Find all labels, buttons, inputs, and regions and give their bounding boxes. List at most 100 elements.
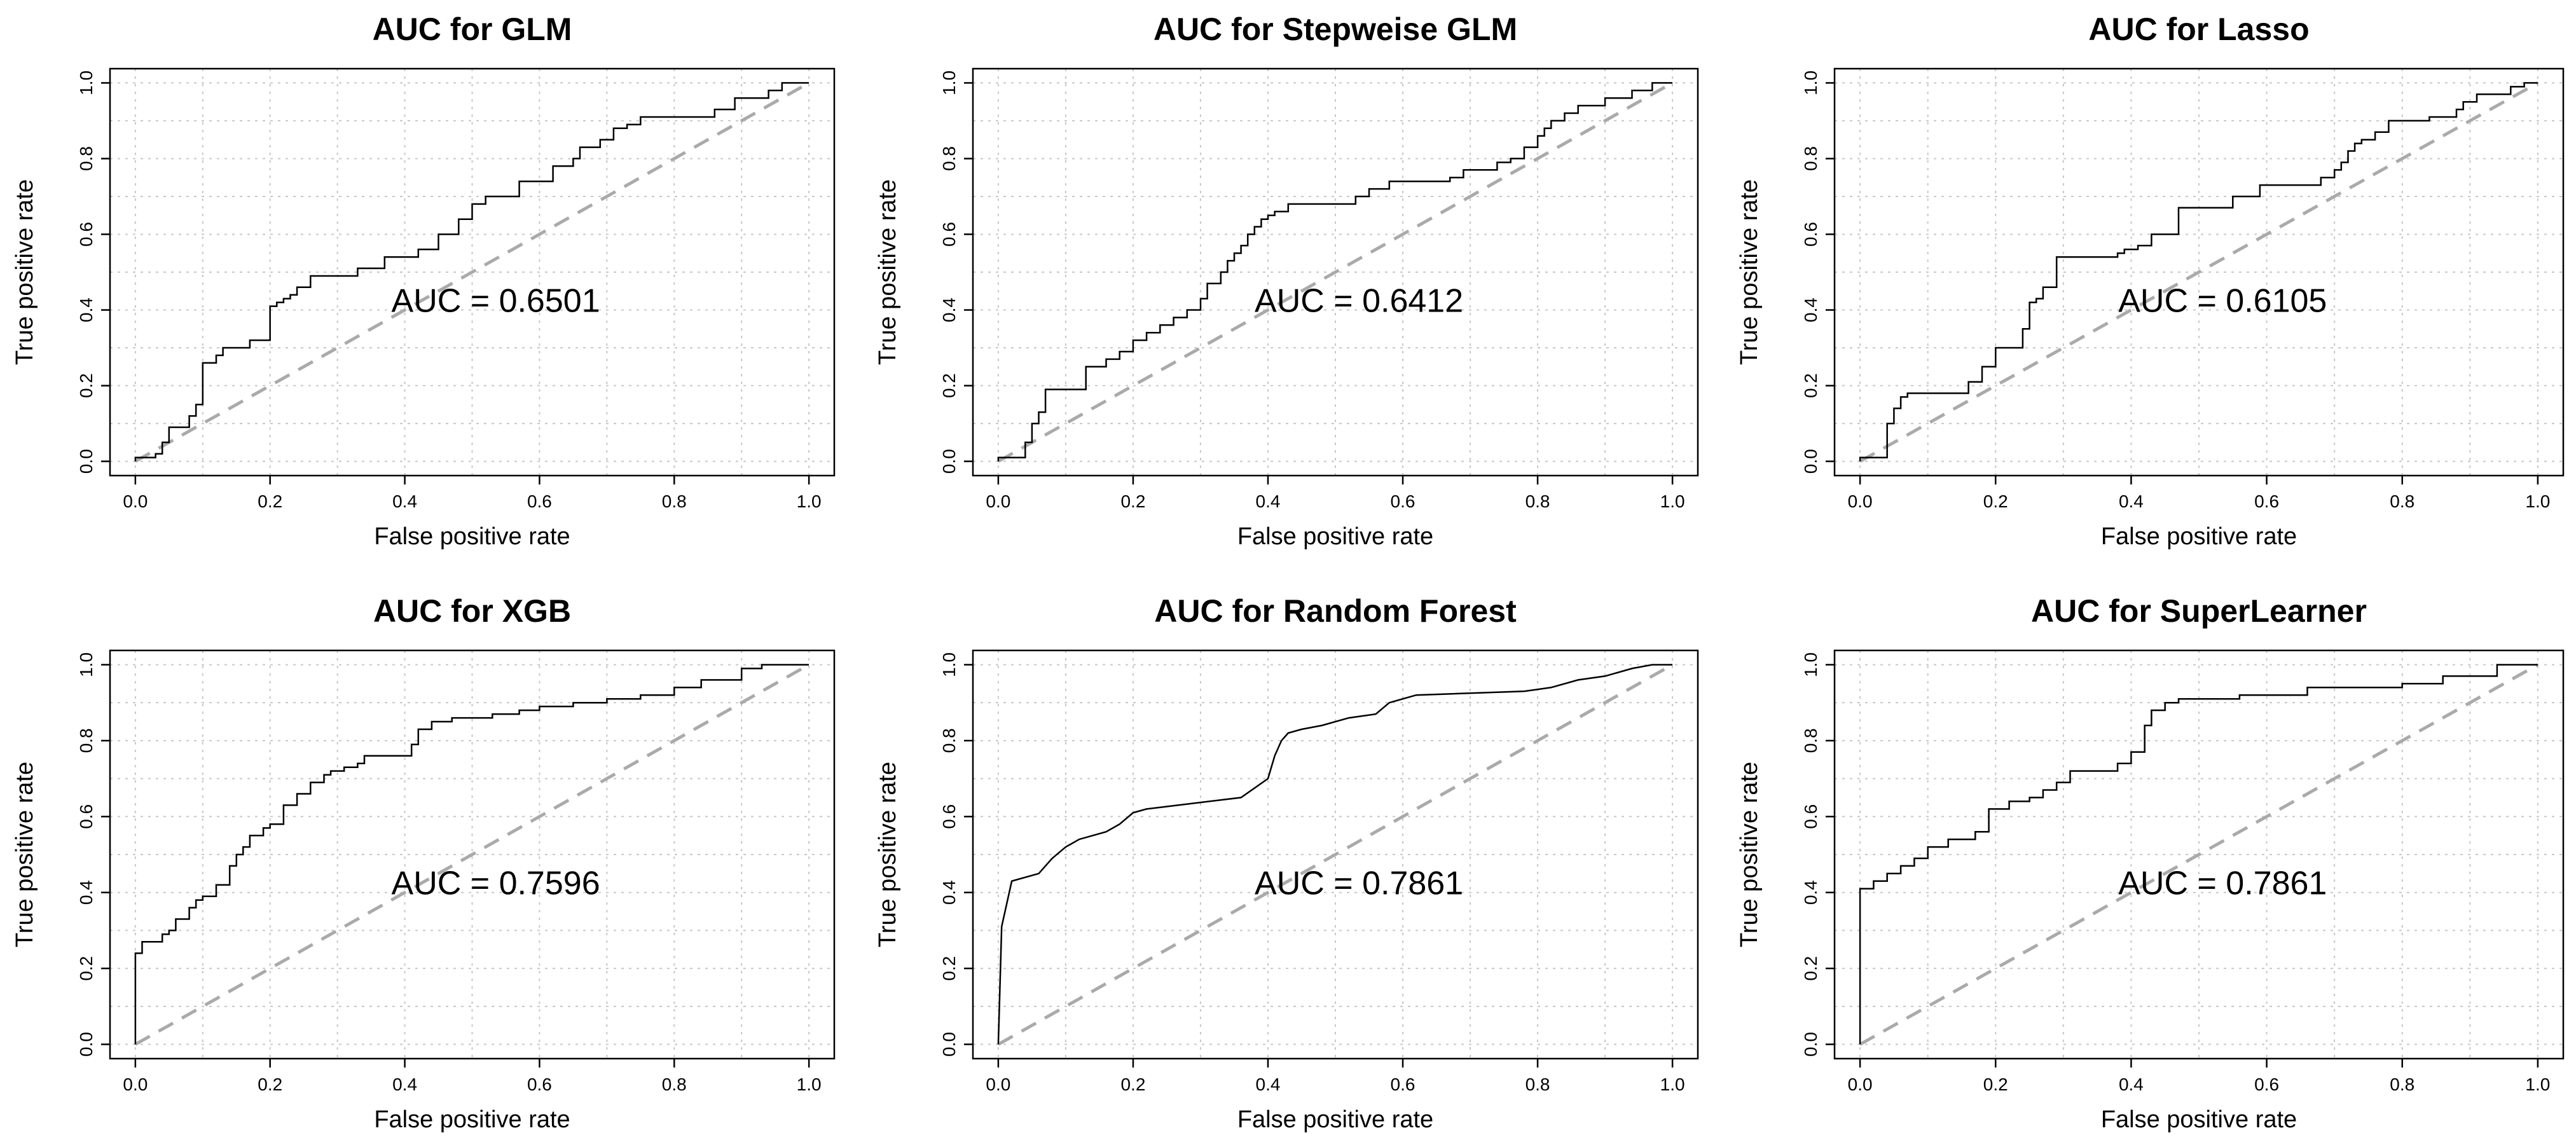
auc-annotation: AUC = 0.6501 (392, 282, 600, 319)
y-tick-label: 0.0 (76, 449, 96, 474)
y-tick-label: 0.2 (76, 373, 96, 398)
x-tick-label: 0.4 (2119, 1075, 2144, 1094)
y-axis-label: True positive rate (11, 762, 38, 947)
roc-curve (997, 664, 1673, 1045)
x-tick-label: 0.6 (527, 491, 552, 511)
x-tick-label: 0.2 (258, 1075, 282, 1094)
panel-title: AUC for SuperLearner (2031, 593, 2367, 629)
x-axis-label: False positive rate (2101, 1106, 2297, 1133)
x-tick-label: 0.0 (986, 1075, 1010, 1094)
x-tick-label: 0.4 (1256, 491, 1281, 511)
plot-frame (1833, 649, 2565, 1060)
x-tick-label: 0.6 (1391, 1075, 1415, 1094)
y-axis-label: True positive rate (11, 179, 38, 365)
x-tick-label: 0.4 (1256, 1075, 1281, 1094)
x-axis-label: False positive rate (374, 1106, 570, 1133)
reference-diagonal (997, 663, 1674, 1046)
x-tick-label: 1.0 (2525, 491, 2550, 511)
x-tick-label: 0.6 (1391, 491, 1415, 511)
x-tick-label: 0.4 (392, 491, 417, 511)
roc-panel: 0.0 0.2 0.4 0.6 0.8 1.0 0.0 0.2 0.4 0.6 0.8 1.0 AUC … (11, 11, 836, 550)
x-tick-label: 0.0 (123, 491, 148, 511)
reference-diagonal (134, 663, 810, 1046)
y-tick-label: 0.0 (1801, 449, 1821, 474)
x-tick-label: 1.0 (1660, 491, 1685, 511)
y-tick-label: 0.8 (1801, 146, 1821, 171)
y-tick-label: 0.8 (939, 728, 959, 753)
x-tick-label: 0.8 (662, 491, 687, 511)
reference-diagonal (997, 81, 1674, 463)
panel-title: AUC for Lasso (2088, 11, 2309, 47)
y-tick-label: 0.0 (939, 449, 959, 474)
y-tick-label: 0.8 (76, 728, 96, 753)
x-tick-label: 0.0 (1848, 491, 1873, 511)
roc-curve (134, 664, 809, 1045)
y-tick-label: 1.0 (76, 652, 96, 677)
y-tick-label: 0.8 (76, 146, 96, 171)
x-tick-label: 0.2 (1120, 491, 1145, 511)
roc-curve (1859, 664, 2538, 1045)
x-tick-label: 0.2 (258, 491, 282, 511)
x-tick-label: 0.0 (986, 491, 1010, 511)
x-tick-label: 0.2 (1983, 491, 2008, 511)
y-tick-label: 1.0 (939, 652, 959, 677)
plot-frame (1833, 67, 2565, 477)
roc-panel: 0.0 0.2 0.4 0.6 0.8 1.0 0.0 0.2 0.4 0.6 0.8 1.0 AUC … (1736, 593, 2565, 1133)
y-tick-label: 0.4 (76, 880, 96, 905)
x-axis-label: False positive rate (1237, 523, 1433, 550)
auc-annotation: AUC = 0.6412 (1255, 282, 1463, 319)
y-tick-label: 0.6 (76, 804, 96, 829)
x-axis-label: False positive rate (1237, 1106, 1433, 1133)
y-tick-label: 1.0 (76, 71, 96, 95)
roc-panel: 0.0 0.2 0.4 0.6 0.8 1.0 0.0 0.2 0.4 0.6 0.8 1.0 AUC … (11, 593, 836, 1133)
x-tick-label: 1.0 (2525, 1075, 2550, 1094)
y-tick-label: 1.0 (1801, 71, 1821, 95)
y-tick-label: 0.0 (939, 1032, 959, 1057)
x-tick-label: 0.2 (1120, 1075, 1145, 1094)
y-tick-label: 0.2 (1801, 956, 1821, 981)
y-tick-label: 0.8 (1801, 728, 1821, 753)
plot-frame (109, 649, 836, 1060)
plot-frame (109, 67, 836, 477)
y-tick-label: 0.0 (1801, 1032, 1821, 1057)
y-tick-label: 0.2 (939, 956, 959, 981)
y-tick-label: 0.0 (76, 1032, 96, 1057)
panel-title: AUC for Random Forest (1154, 593, 1517, 629)
x-tick-label: 0.0 (123, 1075, 148, 1094)
roc-curve (1859, 82, 2538, 462)
y-axis-label: True positive rate (1736, 762, 1763, 947)
y-tick-label: 0.2 (939, 373, 959, 398)
y-tick-label: 0.4 (939, 298, 959, 322)
y-tick-label: 1.0 (939, 71, 959, 95)
auc-annotation: AUC = 0.7861 (2118, 865, 2327, 902)
y-tick-label: 1.0 (1801, 652, 1821, 677)
x-tick-label: 0.8 (662, 1075, 687, 1094)
x-tick-label: 0.8 (2390, 491, 2414, 511)
y-axis-label: True positive rate (1736, 179, 1763, 365)
x-tick-label: 0.8 (1526, 1075, 1550, 1094)
y-tick-label: 0.4 (1801, 298, 1821, 322)
plot-frame (972, 649, 1699, 1060)
roc-panel: 0.0 0.2 0.4 0.6 0.8 1.0 0.0 0.2 0.4 0.6 0.8 1.0 AUC … (874, 593, 1699, 1133)
reference-diagonal (1859, 81, 2539, 463)
x-tick-label: 0.6 (2254, 491, 2279, 511)
y-tick-label: 0.8 (939, 146, 959, 171)
y-tick-label: 0.4 (1801, 880, 1821, 905)
x-tick-label: 0.2 (1983, 1075, 2008, 1094)
roc-curve (134, 82, 809, 462)
y-tick-label: 0.6 (939, 222, 959, 247)
auc-annotation: AUC = 0.7861 (1255, 865, 1463, 902)
auc-annotation: AUC = 0.7596 (392, 865, 600, 902)
roc-panel: 0.0 0.2 0.4 0.6 0.8 1.0 0.0 0.2 0.4 0.6 0.8 1.0 AUC … (874, 11, 1699, 550)
auc-annotation: AUC = 0.6105 (2118, 282, 2327, 319)
roc-panel: 0.0 0.2 0.4 0.6 0.8 1.0 0.0 0.2 0.4 0.6 0.8 1.0 AUC … (1736, 11, 2565, 550)
x-tick-label: 1.0 (797, 491, 822, 511)
x-tick-label: 0.8 (2390, 1075, 2414, 1094)
y-tick-label: 0.6 (76, 222, 96, 247)
x-tick-label: 0.6 (2254, 1075, 2279, 1094)
panel-title: AUC for XGB (373, 593, 571, 629)
reference-diagonal (134, 81, 810, 463)
plot-frame (972, 67, 1699, 477)
x-tick-label: 0.4 (392, 1075, 417, 1094)
